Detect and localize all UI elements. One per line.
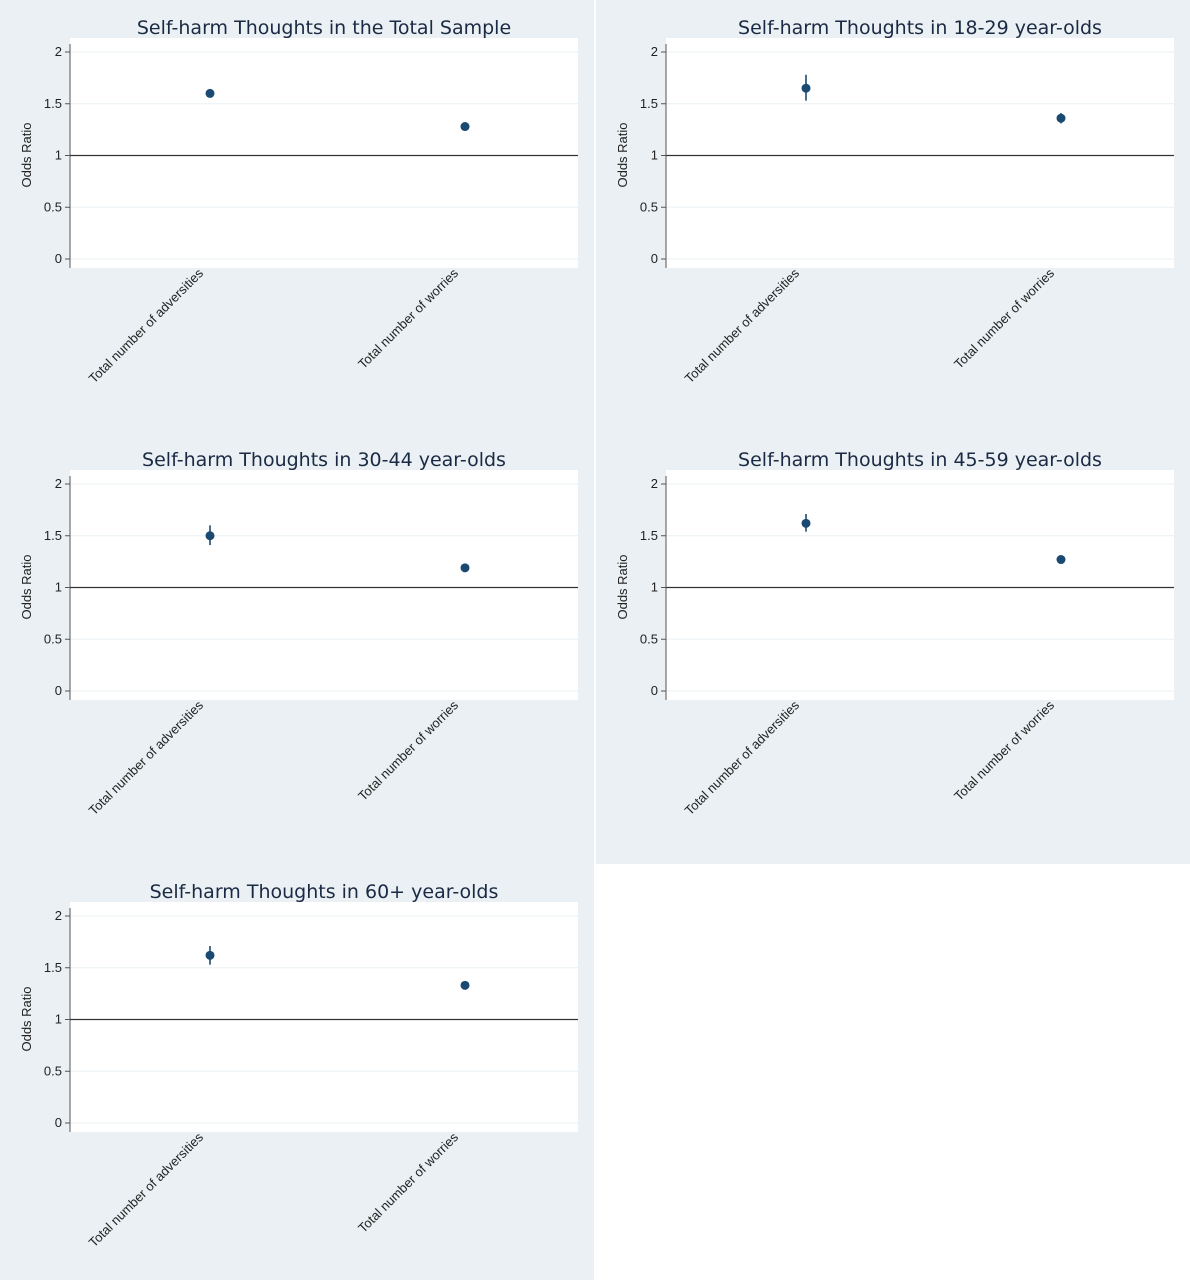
y-tick-label: 0.5 bbox=[44, 1063, 62, 1078]
y-tick-label: 1 bbox=[55, 580, 62, 595]
x-tick-label: Total number of worries bbox=[355, 265, 461, 371]
x-tick-label: Total number of worries bbox=[951, 697, 1057, 803]
y-tick-label: 1.5 bbox=[640, 96, 658, 111]
y-axis-label: Odds Ratio bbox=[615, 554, 630, 619]
plot-area bbox=[70, 470, 578, 700]
y-tick-label: 1.5 bbox=[44, 528, 62, 543]
chart-panel-60-plus: Self-harm Thoughts in 60+ year-olds 0 0.5 1… bbox=[0, 864, 594, 1280]
data-point bbox=[1056, 555, 1066, 565]
data-point bbox=[460, 563, 470, 573]
chart-panel-total-sample: Self-harm Thoughts in the Total Sample 0 0… bbox=[0, 0, 594, 432]
data-point bbox=[1056, 113, 1066, 123]
y-tick-label: 0.5 bbox=[640, 199, 658, 214]
x-tick-label: Total number of worries bbox=[951, 265, 1057, 371]
y-axis-label: Odds Ratio bbox=[19, 554, 34, 619]
y-tick-label: 1 bbox=[651, 148, 658, 163]
chart-panel-30-44: Self-harm Thoughts in 30-44 year-olds 0 0.… bbox=[0, 432, 594, 864]
y-tick-label: 1.5 bbox=[44, 96, 62, 111]
y-tick-label: 0 bbox=[55, 683, 62, 698]
chart-title: Self-harm Thoughts in 60+ year-olds bbox=[150, 881, 499, 903]
y-axis-label: Odds Ratio bbox=[19, 122, 34, 187]
y-axis-label: Odds Ratio bbox=[19, 986, 34, 1051]
y-tick-label: 2 bbox=[651, 476, 658, 491]
y-tick-label: 2 bbox=[651, 44, 658, 59]
data-point bbox=[801, 83, 811, 93]
y-tick-label: 1 bbox=[55, 148, 62, 163]
chart-title: Self-harm Thoughts in the Total Sample bbox=[137, 17, 511, 39]
chart-panel-45-59: Self-harm Thoughts in 45-59 year-olds 0 0.… bbox=[596, 432, 1190, 864]
data-point bbox=[205, 88, 215, 98]
plot-area bbox=[70, 902, 578, 1132]
y-tick-label: 1.5 bbox=[640, 528, 658, 543]
chart-title: Self-harm Thoughts in 30-44 year-olds bbox=[142, 449, 506, 471]
chart-title: Self-harm Thoughts in 45-59 year-olds bbox=[738, 449, 1102, 471]
y-tick-label: 0 bbox=[55, 251, 62, 266]
chart-svg: Self-harm Thoughts in 60+ year-olds 0 0.5 1… bbox=[19, 881, 578, 1250]
x-tick-label: Total number of adversities bbox=[86, 697, 207, 818]
plot-area bbox=[666, 38, 1174, 268]
x-tick-label: Total number of adversities bbox=[682, 265, 803, 386]
y-tick-label: 0 bbox=[55, 1115, 62, 1130]
y-tick-label: 0.5 bbox=[44, 199, 62, 214]
y-tick-label: 0 bbox=[651, 251, 658, 266]
data-point bbox=[460, 122, 470, 132]
x-tick-label: Total number of adversities bbox=[86, 1129, 207, 1250]
y-tick-label: 2 bbox=[55, 476, 62, 491]
data-point bbox=[205, 950, 215, 960]
x-tick-label: Total number of worries bbox=[355, 1129, 461, 1235]
x-tick-label: Total number of worries bbox=[355, 697, 461, 803]
y-tick-label: 0.5 bbox=[44, 631, 62, 646]
data-point bbox=[460, 980, 470, 990]
chart-svg: Self-harm Thoughts in the Total Sample 0 0… bbox=[19, 17, 578, 386]
chart-panel-18-29: Self-harm Thoughts in 18-29 year-olds 0 0.… bbox=[596, 0, 1190, 432]
y-tick-label: 0.5 bbox=[640, 631, 658, 646]
x-tick-label: Total number of adversities bbox=[86, 265, 207, 386]
data-point bbox=[205, 531, 215, 541]
y-tick-label: 2 bbox=[55, 908, 62, 923]
chart-svg: Self-harm Thoughts in 45-59 year-olds 0 0.… bbox=[615, 449, 1174, 818]
chart-title: Self-harm Thoughts in 18-29 year-olds bbox=[738, 17, 1102, 39]
plot-area bbox=[70, 38, 578, 268]
y-tick-label: 0 bbox=[651, 683, 658, 698]
y-tick-label: 1.5 bbox=[44, 960, 62, 975]
y-tick-label: 1 bbox=[55, 1012, 62, 1027]
x-tick-label: Total number of adversities bbox=[682, 697, 803, 818]
plot-area bbox=[666, 470, 1174, 700]
chart-svg: Self-harm Thoughts in 30-44 year-olds 0 0.… bbox=[19, 449, 578, 818]
y-tick-label: 2 bbox=[55, 44, 62, 59]
y-axis-label: Odds Ratio bbox=[615, 122, 630, 187]
y-tick-label: 1 bbox=[651, 580, 658, 595]
data-point bbox=[801, 518, 811, 528]
chart-svg: Self-harm Thoughts in 18-29 year-olds 0 0.… bbox=[615, 17, 1174, 386]
